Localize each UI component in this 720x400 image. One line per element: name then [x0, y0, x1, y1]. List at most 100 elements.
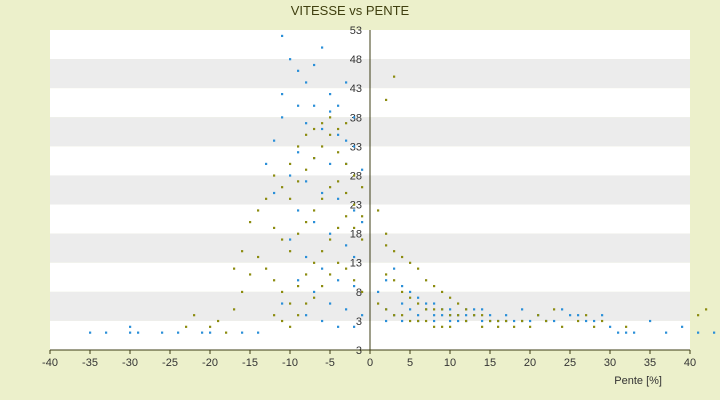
data-point-blue	[353, 285, 356, 288]
data-point-olive	[337, 151, 340, 154]
data-point-olive	[233, 267, 236, 270]
data-point-olive	[441, 308, 444, 311]
data-point-blue	[329, 232, 332, 235]
data-point-olive	[249, 221, 252, 224]
data-point-blue	[241, 331, 244, 334]
data-point-olive	[313, 296, 316, 299]
x-tick-label: 40	[684, 357, 696, 369]
chart-title: VITESSE vs PENTE	[290, 3, 410, 18]
data-point-blue	[353, 209, 356, 212]
y-tick-label: 43	[350, 83, 362, 95]
data-point-olive	[209, 325, 212, 328]
data-point-blue	[361, 168, 364, 171]
data-point-olive	[321, 122, 324, 125]
data-point-blue	[585, 319, 588, 323]
data-point-blue	[593, 319, 596, 323]
y-tick-label: 53	[350, 25, 362, 37]
data-point-olive	[537, 314, 540, 317]
data-point-blue	[337, 279, 340, 282]
data-point-olive	[513, 325, 516, 328]
x-tick-label: -10	[282, 357, 298, 369]
data-point-olive	[561, 325, 564, 328]
data-point-blue	[329, 93, 332, 96]
data-point-olive	[361, 238, 364, 241]
data-point-olive	[257, 209, 260, 212]
data-point-blue	[457, 319, 460, 323]
data-point-olive	[377, 209, 380, 212]
data-point-blue	[313, 290, 316, 294]
data-point-blue	[337, 133, 340, 136]
data-point-olive	[241, 250, 244, 253]
data-point-blue	[289, 58, 292, 61]
data-point-blue	[433, 314, 436, 317]
data-point-olive	[313, 209, 316, 212]
data-point-blue	[281, 93, 284, 96]
data-point-blue	[353, 255, 356, 259]
data-point-olive	[545, 319, 548, 323]
x-tick-label: -35	[82, 357, 98, 369]
data-point-blue	[297, 69, 300, 72]
y-tick-label: 3	[356, 316, 362, 328]
data-point-blue	[713, 331, 716, 334]
data-point-olive	[625, 325, 628, 328]
x-tick-label: -20	[202, 357, 218, 369]
data-point-olive	[337, 226, 340, 230]
data-point-blue	[281, 116, 284, 119]
data-point-olive	[297, 232, 300, 235]
data-point-blue	[473, 308, 476, 311]
data-point-blue	[273, 191, 276, 195]
data-point-blue	[281, 34, 284, 38]
data-point-blue	[345, 81, 348, 84]
data-point-olive	[233, 308, 236, 311]
data-point-olive	[281, 186, 284, 189]
data-point-olive	[481, 325, 484, 328]
data-point-olive	[361, 186, 364, 189]
data-point-blue	[617, 331, 620, 334]
data-point-blue	[417, 296, 420, 299]
data-point-blue	[265, 162, 268, 166]
data-point-olive	[449, 314, 452, 317]
data-point-blue	[345, 308, 348, 311]
data-point-blue	[361, 314, 364, 317]
data-point-olive	[529, 325, 532, 328]
data-point-olive	[305, 221, 308, 224]
data-point-blue	[337, 104, 340, 107]
data-point-olive	[337, 127, 340, 131]
y-tick-label: 38	[350, 112, 362, 124]
data-point-olive	[393, 314, 396, 317]
data-point-blue	[313, 63, 316, 67]
data-point-olive	[449, 325, 452, 328]
data-point-olive	[329, 238, 332, 241]
data-point-olive	[425, 319, 428, 323]
data-point-olive	[289, 325, 292, 328]
data-point-blue	[257, 331, 260, 334]
data-point-blue	[305, 180, 308, 183]
x-axis-label: Pente [%]	[614, 375, 662, 387]
data-point-blue	[305, 314, 308, 317]
data-point-olive	[345, 267, 348, 270]
data-point-olive	[297, 180, 300, 183]
data-point-olive	[457, 302, 460, 305]
data-point-olive	[345, 122, 348, 125]
data-point-blue	[105, 331, 108, 334]
data-point-blue	[329, 110, 332, 113]
data-point-olive	[705, 308, 708, 311]
data-point-olive	[441, 325, 444, 328]
data-point-olive	[601, 319, 604, 323]
data-point-blue	[321, 127, 324, 131]
data-point-blue	[561, 308, 564, 311]
data-point-olive	[417, 319, 420, 323]
data-point-blue	[401, 302, 404, 305]
data-point-olive	[401, 255, 404, 259]
data-point-blue	[177, 331, 180, 334]
y-tick-label: 8	[356, 287, 362, 299]
data-point-olive	[465, 319, 468, 323]
data-point-olive	[273, 174, 276, 177]
data-point-blue	[481, 319, 484, 323]
data-point-blue	[273, 139, 276, 142]
data-point-olive	[353, 203, 356, 206]
data-point-blue	[649, 319, 652, 323]
x-tick-label: -25	[162, 357, 178, 369]
data-point-olive	[433, 308, 436, 311]
